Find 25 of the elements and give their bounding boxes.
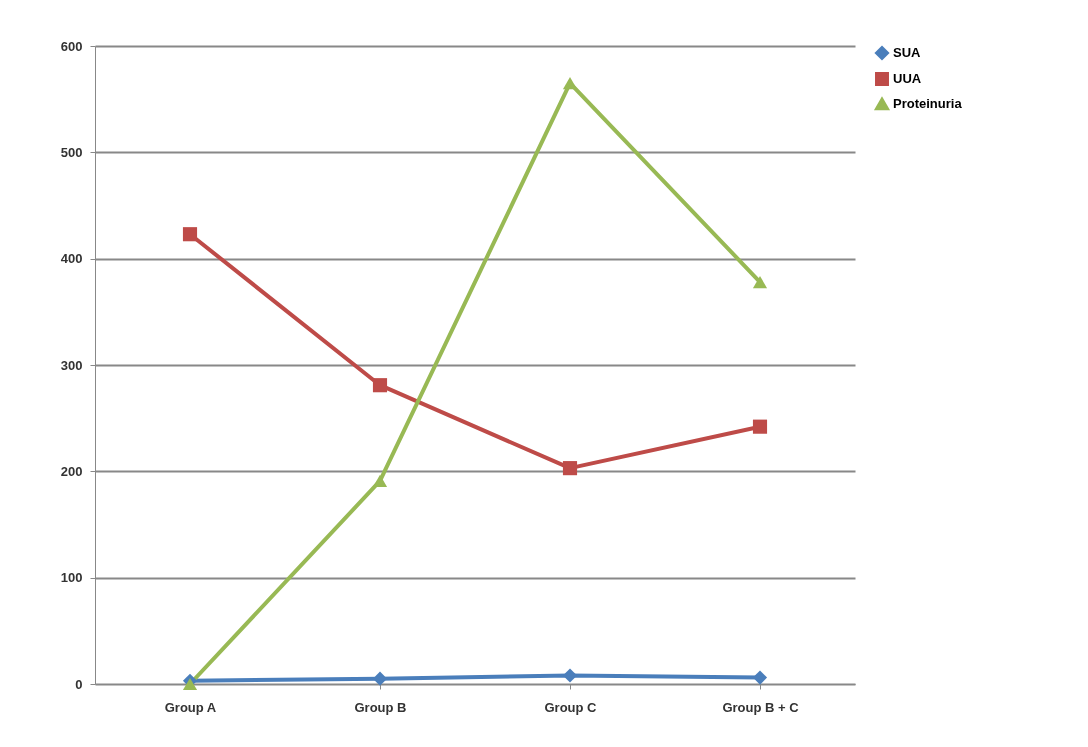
y-tick-label: 0 — [75, 676, 83, 692]
point — [182, 677, 198, 691]
x-tick-label: Group B + C — [722, 699, 800, 715]
y-tick-label: 100 — [60, 570, 83, 586]
y-tick-label: 500 — [60, 144, 83, 160]
point — [182, 227, 198, 242]
point — [562, 461, 578, 476]
point — [752, 419, 768, 434]
point — [372, 474, 388, 488]
x-tick-label: Group C — [544, 699, 598, 715]
point — [752, 275, 768, 289]
y-tick-label: 400 — [60, 251, 83, 267]
legend-label: SUA — [893, 45, 922, 60]
point — [562, 77, 578, 90]
legend-label: UUA — [893, 71, 922, 86]
point — [372, 378, 388, 393]
x-tick-label: Group B — [354, 699, 407, 715]
point — [752, 670, 768, 685]
x-tick-label: Group A — [164, 699, 217, 715]
y-tick-label: 300 — [60, 357, 83, 373]
y-tick-label: 600 — [60, 38, 83, 54]
legend-label: Proteinuria — [893, 96, 963, 111]
point — [372, 671, 388, 686]
y-tick-label: 200 — [60, 463, 83, 479]
point — [562, 668, 578, 683]
